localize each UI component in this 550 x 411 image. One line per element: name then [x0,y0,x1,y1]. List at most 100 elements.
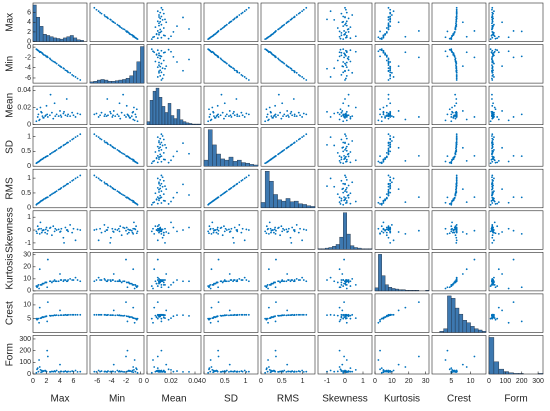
scatter-point [455,176,458,179]
scatter-point [158,277,160,280]
scatter-point [160,6,163,9]
scatter-point [117,314,120,317]
scatter-point [120,370,123,373]
scatter-point [265,225,268,228]
scatter-point [245,176,248,179]
scatter-point [301,10,304,13]
scatter-point [452,157,455,159]
scatter-point [491,280,493,283]
scatter-point [59,314,62,316]
scatter-point [54,370,57,373]
scatter-point [71,73,74,76]
scatter-point [159,226,162,229]
scatter-point [225,369,228,372]
scatter-point [112,187,114,190]
scatter-point [455,6,458,9]
scatter-point [74,76,77,78]
scatter-point [59,273,61,275]
scatter-point [69,181,72,184]
scatter-point [446,113,449,116]
scatter-point [446,233,449,235]
scatter-point [351,115,354,117]
scatter-point [233,314,235,316]
scatter-point [417,355,420,358]
scatter-point [338,268,341,271]
scatter-point [345,137,348,140]
scatter-point [354,35,357,38]
scatter-point [236,230,239,233]
scatter-point [51,281,53,284]
scatter-point [455,61,457,64]
scatter-point [491,110,494,113]
scatter-point [380,317,383,320]
scatter-point [104,113,107,116]
scatter-point [380,367,383,370]
scatter-point [390,71,393,74]
scatter-point [379,320,381,323]
scatter-point [450,49,453,52]
panel-frame [317,293,373,333]
histogram-bar [36,16,40,42]
scatter-point [240,179,243,182]
scatter-point [125,154,127,157]
scatter-point [389,178,392,181]
scatter-point [152,50,154,53]
scatter-point [162,179,165,182]
scatter-point [342,141,345,144]
histogram-bar [56,38,61,42]
scatter-point [38,160,40,163]
scatter-point [224,227,227,230]
scatter-point [212,231,215,234]
scatter-point [39,317,42,320]
scatter-point [46,301,49,304]
scatter-point [282,61,284,64]
scatter-point [387,26,390,28]
scatter-point [152,160,154,163]
histogram-bar [111,81,116,84]
scatter-point [188,226,190,229]
scatter-point [156,37,159,40]
scatter-point [208,317,211,320]
scatter-point [182,183,184,186]
histogram-bar [107,81,112,84]
scatter-point [160,280,163,283]
scatter-point [301,313,304,316]
scatter-point [489,38,492,41]
scatter-point [387,229,390,231]
scatter-point [455,115,458,117]
scatter-point [159,184,162,187]
scatter-point [340,115,343,117]
panel-frame [89,293,145,333]
scatter-point [224,314,227,317]
scatter-point [156,276,159,279]
histogram-bar [191,123,196,125]
scatter-point [162,369,165,372]
scatter-point [165,363,168,366]
scatter-point [36,116,39,118]
panel-frame [89,335,145,375]
scatter-point [159,281,162,284]
scatter-point [287,370,289,373]
scatter-point [512,229,515,232]
scatter-point [93,313,96,316]
histogram-bar [53,37,57,42]
histogram-bar [228,156,234,167]
scatter-point [158,224,160,226]
scatter-point [46,55,49,58]
scatter-point [491,28,493,30]
scatter-point [339,108,342,111]
scatter-point [345,158,348,161]
scatter-point [161,279,164,281]
scatter-point [233,279,235,281]
histogram-bar [194,123,199,125]
scatter-point [160,23,163,26]
scatter-point [351,71,354,74]
scatter-point [496,116,499,118]
scatter-point [349,280,352,283]
scatter-point [342,38,345,41]
scatter-point [286,273,289,275]
scatter-point [305,229,308,231]
scatter-point [347,31,350,33]
scatter-point [338,320,341,323]
scatter-point [491,22,493,25]
